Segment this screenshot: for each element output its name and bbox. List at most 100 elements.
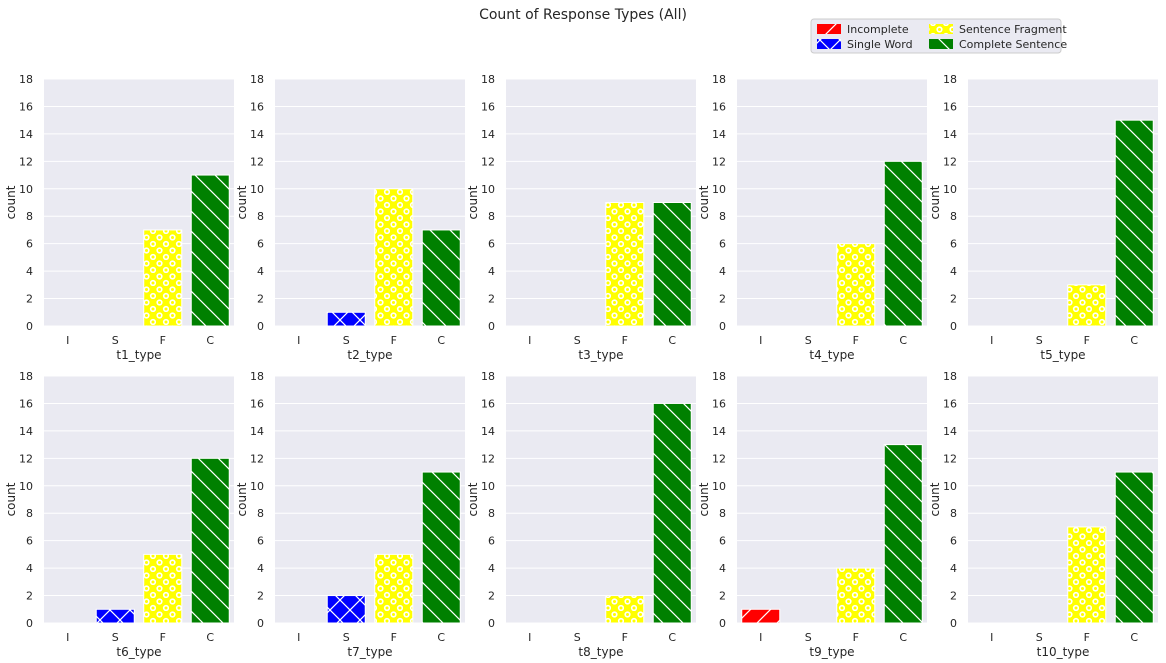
y-tick-label: 18 [481, 370, 495, 383]
y-tick-label: 16 [712, 100, 726, 113]
subplot-4: 0 2 4 6 8 10 12 14 16 18 I S F Ct4_type count [697, 73, 927, 362]
y-tick-label: 10 [712, 183, 726, 196]
y-tick-label: 4 [257, 265, 264, 278]
x-tick-label: I [297, 334, 300, 347]
y-tick-label: 6 [719, 238, 726, 251]
x-tick-label: C [668, 334, 676, 347]
subplot-2: 0 2 4 6 8 10 12 14 16 18 I S F Ct2_type count [235, 73, 465, 362]
y-tick-label: 0 [719, 617, 726, 630]
y-tick-label: 16 [712, 397, 726, 410]
y-tick-label: 2 [950, 590, 957, 603]
y-tick-label: 8 [488, 210, 495, 223]
y-tick-label: 8 [488, 507, 495, 520]
y-tick-label: 2 [950, 293, 957, 306]
y-tick-label: 8 [950, 507, 957, 520]
y-tick-label: 12 [943, 452, 957, 465]
legend-item-3: Sentence Fragment [929, 23, 1067, 36]
x-tick-label: S [1036, 631, 1043, 644]
x-tick-label: S [343, 631, 350, 644]
y-tick-label: 10 [481, 183, 495, 196]
y-tick-label: 12 [19, 155, 33, 168]
x-axis-label: t7_type [347, 645, 392, 659]
y-tick-label: 18 [250, 73, 264, 86]
y-tick-label: 4 [719, 562, 726, 575]
legend-swatch [929, 24, 953, 34]
y-tick-label: 0 [488, 617, 495, 630]
x-tick-label: C [1130, 631, 1138, 644]
y-axis-label: count [466, 185, 480, 219]
legend-label: Single Word [847, 38, 913, 51]
y-tick-label: 6 [257, 535, 264, 548]
y-tick-label: 2 [257, 293, 264, 306]
y-tick-label: 6 [257, 238, 264, 251]
y-tick-label: 4 [950, 562, 957, 575]
subplot-3: 0 2 4 6 8 10 12 14 16 18 I S F Ct3_type count [466, 73, 696, 362]
bar-F [1067, 526, 1107, 624]
x-axis-label: t9_type [809, 645, 854, 659]
y-axis-label: count [4, 185, 18, 219]
y-tick-label: 14 [19, 128, 33, 141]
x-axis-label: t2_type [347, 348, 392, 362]
y-tick-label: 12 [943, 155, 957, 168]
x-tick-label: S [805, 631, 812, 644]
x-axis-label: t10_type [1037, 645, 1090, 659]
y-axis-label: count [466, 482, 480, 516]
y-tick-label: 10 [712, 480, 726, 493]
subplot-8: 0 2 4 6 8 10 12 14 16 18 I S F Ct8_type count [466, 370, 696, 659]
y-tick-label: 8 [26, 210, 33, 223]
y-tick-label: 12 [712, 452, 726, 465]
y-tick-label: 0 [257, 320, 264, 333]
x-tick-label: I [990, 631, 993, 644]
y-tick-label: 6 [488, 535, 495, 548]
y-tick-label: 2 [488, 293, 495, 306]
y-axis-label: count [235, 185, 249, 219]
y-tick-label: 6 [719, 535, 726, 548]
y-tick-label: 18 [943, 370, 957, 383]
bar-C [1114, 471, 1154, 624]
y-tick-label: 0 [950, 617, 957, 630]
x-tick-label: I [297, 631, 300, 644]
bar-C [883, 444, 923, 624]
x-tick-label: I [528, 334, 531, 347]
y-tick-label: 10 [943, 183, 957, 196]
y-tick-label: 2 [26, 590, 33, 603]
x-tick-label: S [343, 334, 350, 347]
y-tick-label: 14 [250, 128, 264, 141]
bar-F [374, 188, 414, 327]
y-tick-label: 10 [481, 480, 495, 493]
bar-F [143, 229, 183, 327]
bar-S [95, 608, 135, 624]
y-tick-label: 14 [943, 425, 957, 438]
x-tick-label: C [437, 334, 445, 347]
x-tick-label: F [853, 334, 859, 347]
legend-item-4: Complete Sentence [929, 38, 1067, 51]
legend-label: Incomplete [847, 23, 909, 36]
y-tick-label: 6 [26, 238, 33, 251]
bar-F [605, 595, 645, 624]
bar-F [374, 553, 414, 624]
y-tick-label: 0 [257, 617, 264, 630]
y-tick-label: 12 [712, 155, 726, 168]
bar-F [605, 202, 645, 327]
y-tick-label: 8 [257, 507, 264, 520]
bar-C [1114, 119, 1154, 327]
y-tick-label: 10 [250, 480, 264, 493]
y-tick-label: 10 [943, 480, 957, 493]
x-tick-label: S [805, 334, 812, 347]
y-tick-label: 6 [26, 535, 33, 548]
x-tick-label: F [1084, 334, 1090, 347]
y-axis-label: count [928, 482, 942, 516]
y-tick-label: 6 [488, 238, 495, 251]
x-axis-label: t1_type [116, 348, 161, 362]
y-tick-label: 4 [257, 562, 264, 575]
y-tick-label: 10 [19, 480, 33, 493]
subplot-6: 0 2 4 6 8 10 12 14 16 18 I S F Ct6_type count [4, 370, 234, 659]
x-tick-label: S [574, 631, 581, 644]
x-tick-label: S [112, 631, 119, 644]
x-tick-label: F [391, 631, 397, 644]
y-tick-label: 0 [950, 320, 957, 333]
y-tick-label: 4 [488, 265, 495, 278]
y-tick-label: 8 [719, 210, 726, 223]
